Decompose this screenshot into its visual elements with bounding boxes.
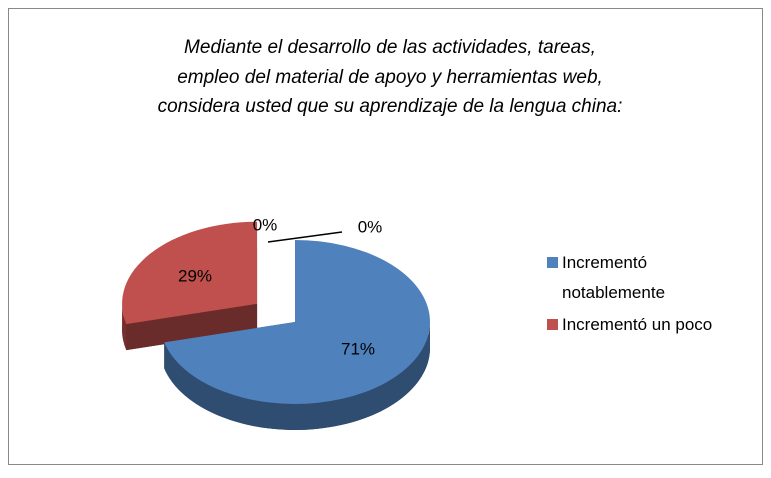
legend-label: Incrementó un poco [562, 315, 713, 334]
data-label: 71% [341, 339, 375, 358]
leader-line [267, 231, 343, 243]
data-label: 0% [253, 215, 278, 234]
title-line: Mediante el desarrollo de las actividade… [184, 37, 596, 58]
pie [122, 221, 431, 430]
data-label: 0% [358, 217, 383, 236]
pie-slice-side [164, 322, 430, 430]
title-line: considera usted que su aprendizaje de la… [158, 96, 623, 117]
pie-slice-wall [126, 303, 258, 351]
data-label: 29% [178, 266, 212, 285]
legend-entry: Incrementó un poco [562, 315, 713, 334]
pie-slice [164, 240, 431, 404]
legend-swatch [547, 257, 558, 268]
pie-slice [122, 221, 258, 325]
legend-label: Incrementó notablemente [562, 253, 666, 302]
legend-swatch [547, 319, 558, 330]
pie-slice-side [122, 303, 127, 351]
legend-entry: Incrementó notablemente [562, 253, 666, 302]
title-line: empleo del material de apoyo y herramien… [177, 67, 603, 88]
